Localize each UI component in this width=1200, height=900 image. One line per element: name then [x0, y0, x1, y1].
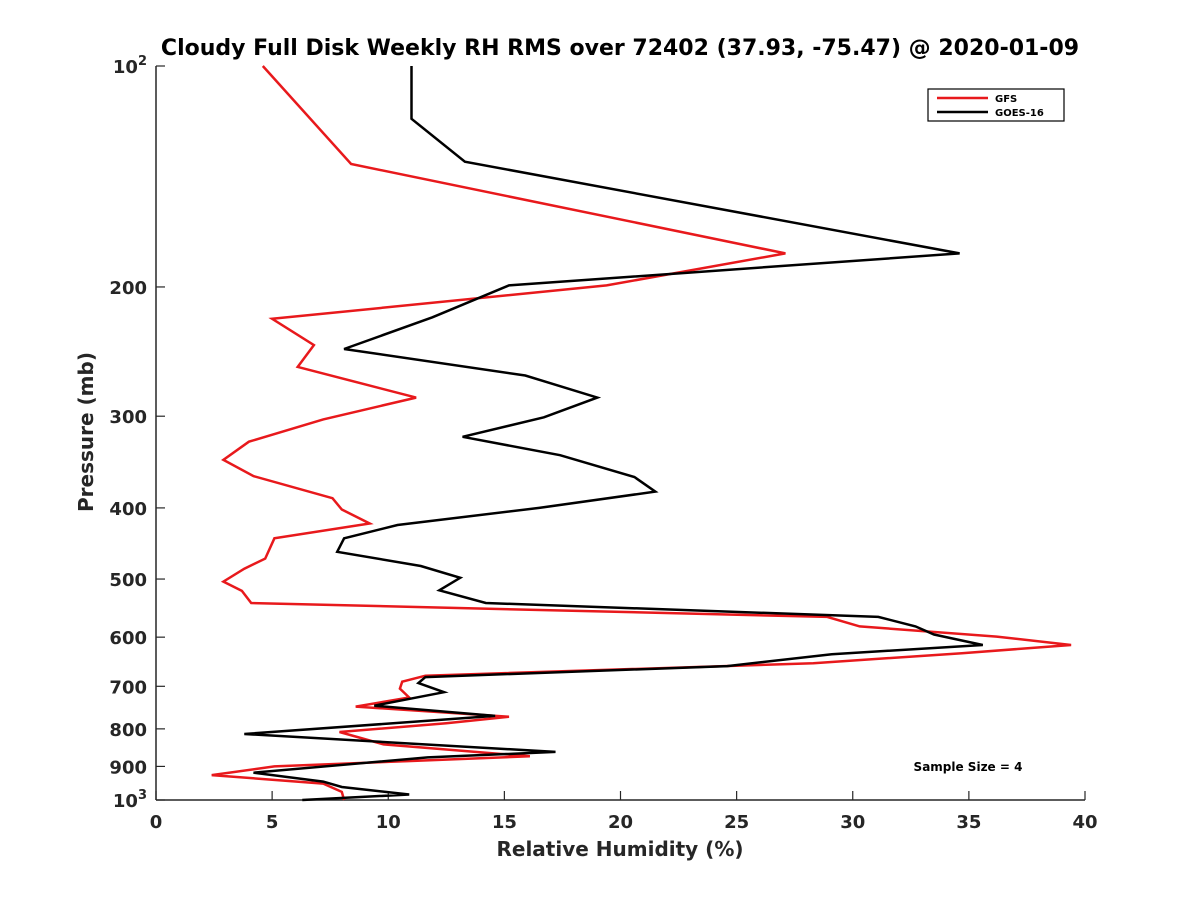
y-tick-label-6: 700 [109, 677, 147, 698]
x-tick-label-1: 5 [266, 812, 279, 833]
y-tick-label-8: 900 [109, 757, 147, 778]
x-tick-label-8: 40 [1072, 812, 1097, 833]
x-tick-label-0: 0 [150, 812, 163, 833]
x-tick-label-2: 10 [376, 812, 401, 833]
legend-label-goes-16: GOES-16 [995, 108, 1044, 119]
y-tick-label-3: 400 [109, 499, 147, 520]
y-axis-title: Pressure (mb) [74, 352, 98, 512]
legend-label-gfs: GFS [995, 94, 1017, 105]
x-tick-label-4: 20 [608, 812, 633, 833]
y-tick-label-4: 500 [109, 570, 147, 591]
sample-size-annotation: Sample Size = 4 [914, 760, 1023, 774]
y-tick-label-1: 200 [109, 278, 147, 299]
y-tick-label-9: 103 [113, 788, 147, 812]
series-line-gfs [211, 65, 1072, 801]
x-axis-title: Relative Humidity (%) [496, 837, 743, 861]
plot-area: 0 5 10 15 20 25 30 35 40 102 200 300 400 500 600 700 800… [109, 54, 1097, 833]
chart-title: Cloudy Full Disk Weekly RH RMS over 7240… [161, 36, 1079, 61]
x-tick-label-6: 30 [840, 812, 865, 833]
series-line-goes-16 [244, 66, 984, 802]
y-tick-label-5: 600 [109, 628, 147, 649]
y-tick-label-7: 800 [109, 720, 147, 741]
x-tick-label-3: 15 [492, 812, 517, 833]
legend-box [927, 88, 1065, 122]
x-tick-label-5: 25 [724, 812, 749, 833]
x-tick-label-7: 35 [956, 812, 981, 833]
y-tick-label-2: 300 [109, 407, 147, 428]
y-tick-label-0: 102 [113, 54, 147, 78]
